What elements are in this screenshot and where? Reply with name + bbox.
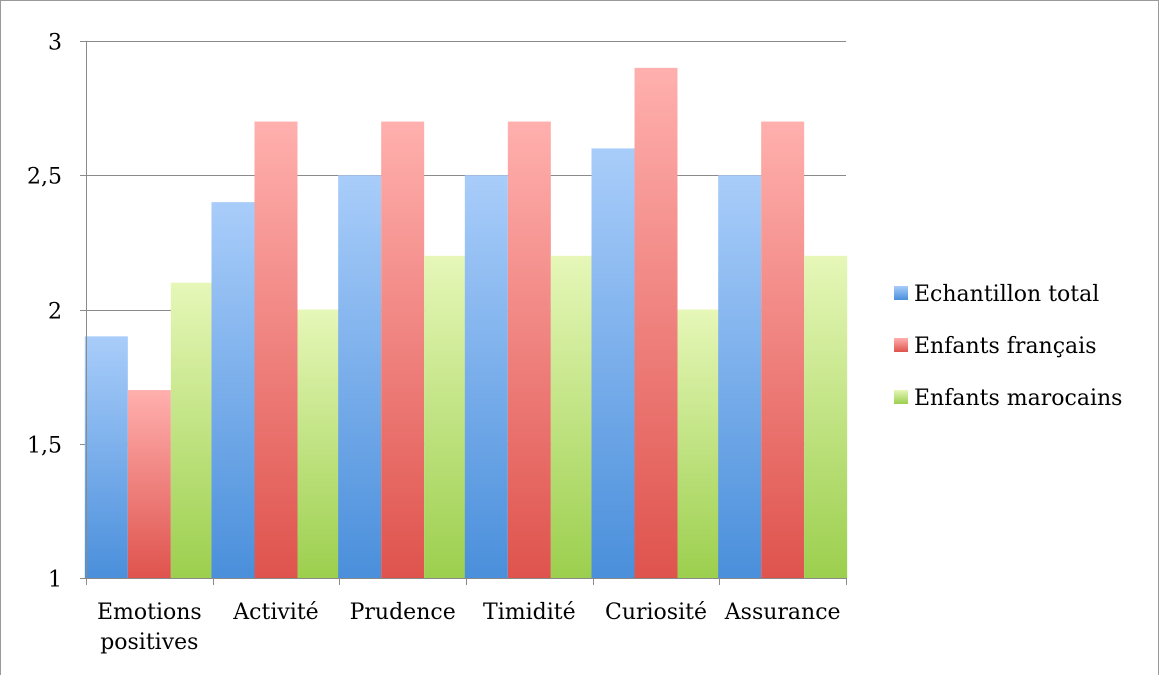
x-category-label: Curiosité xyxy=(605,600,707,625)
x-category-label: Prudence xyxy=(350,600,456,625)
bar-4-series-1 xyxy=(464,175,508,578)
bar-4-series-2 xyxy=(507,121,551,579)
bar-6-series-1 xyxy=(718,175,762,578)
bar-2-series-3 xyxy=(297,309,341,578)
y-tick-label: 2 xyxy=(48,300,62,325)
bar-1-series-1 xyxy=(84,336,128,578)
bar-2-series-2 xyxy=(254,121,298,579)
legend-swatch-1 xyxy=(894,286,908,300)
bar-5-series-3 xyxy=(677,309,721,578)
bar-1-series-2 xyxy=(127,390,171,578)
bar-5-series-1 xyxy=(591,148,635,578)
bar-6-series-2 xyxy=(761,121,805,579)
legend-swatch-2 xyxy=(894,338,908,352)
bar-3-series-3 xyxy=(424,255,468,579)
legend-label-2: Enfants français xyxy=(914,334,1097,359)
legend-swatch-3 xyxy=(894,390,908,404)
bar-3-series-1 xyxy=(338,175,382,578)
legend-label-1: Echantillon total xyxy=(914,282,1099,307)
y-axis-tick-labels: 1 1,5 2 2,5 3 xyxy=(27,31,62,593)
bar-3-series-2 xyxy=(381,121,425,579)
y-tick-label: 1 xyxy=(48,568,62,593)
x-axis-category-labels: Emotions positives Activité Prudence Timidit… xyxy=(97,600,841,655)
bar-5-series-2 xyxy=(634,67,678,578)
x-category-label: Activité xyxy=(232,600,318,625)
x-category-label: Emotions positives xyxy=(97,600,202,655)
bars xyxy=(84,67,848,579)
x-category-label: Assurance xyxy=(724,600,841,625)
legend: Echantillon total Enfants français Enfants… xyxy=(894,282,1122,411)
y-tick-label: 3 xyxy=(48,31,62,56)
x-category-label: Timidité xyxy=(483,600,576,625)
bar-4-series-3 xyxy=(550,255,594,579)
y-tick-label: 1,5 xyxy=(27,434,62,459)
legend-label-3: Enfants marocains xyxy=(914,386,1122,411)
axes xyxy=(86,41,847,585)
bar-1-series-3 xyxy=(170,282,214,578)
y-tick-label: 2,5 xyxy=(27,165,62,190)
bar-6-series-3 xyxy=(804,255,848,579)
bar-2-series-1 xyxy=(211,202,255,578)
